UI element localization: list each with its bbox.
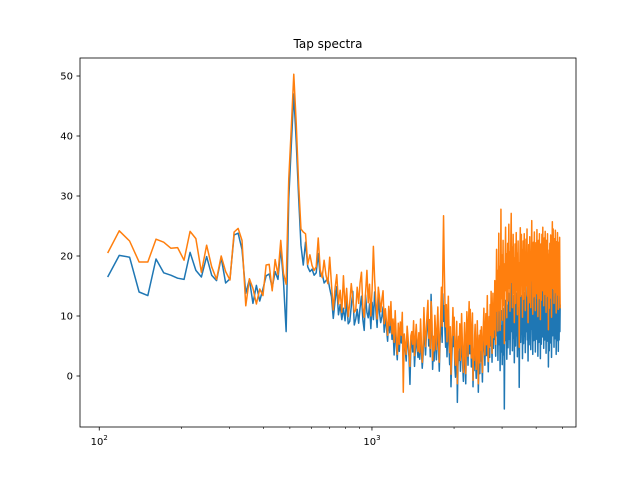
y-tick-label: 0 <box>67 372 73 383</box>
x-tick-label: 103 <box>363 434 380 448</box>
y-tick-label: 40 <box>60 132 73 143</box>
x-axis: 102 103 <box>91 427 563 448</box>
x-tick-label: 102 <box>91 434 108 448</box>
y-tick-label: 30 <box>60 192 73 203</box>
chart-title: Tap spectra <box>293 37 363 51</box>
y-tick-label: 20 <box>60 252 73 263</box>
plot-frame <box>79 57 577 428</box>
y-tick-label: 10 <box>60 312 73 323</box>
y-tick-label: 50 <box>60 72 73 83</box>
series-line-2 <box>107 73 561 393</box>
y-axis: 0 10 20 30 40 50 <box>60 72 80 383</box>
series-layer <box>107 73 561 410</box>
